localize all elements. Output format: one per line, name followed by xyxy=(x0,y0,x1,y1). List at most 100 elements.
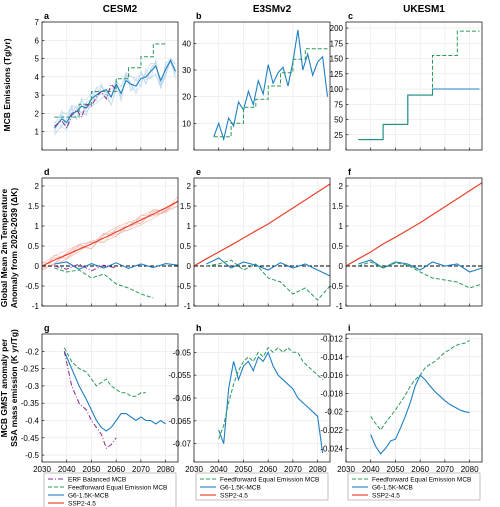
series-g6-g xyxy=(63,351,166,432)
axis-frame-b xyxy=(193,21,331,151)
row-ylabel-sensitivity: MCB GMST anomaly per SSA mass emission (… xyxy=(0,329,19,447)
legend-label: SSP2-4.5 xyxy=(68,500,96,507)
column-title-e3smv2: E3SMv2 xyxy=(253,4,292,15)
legend-label: SSP2-4.5 xyxy=(372,492,400,499)
y-tick-label: 200 xyxy=(330,24,344,33)
y-tick-label: 50 xyxy=(334,116,343,125)
y-tick-label: -0.2 xyxy=(25,347,39,356)
ensemble-member xyxy=(54,57,176,134)
panel-letter: f xyxy=(348,167,352,177)
y-tick-label: 2 xyxy=(339,182,344,191)
y-tick-label: -0.02 xyxy=(325,408,344,417)
panel-letter: e xyxy=(196,167,201,177)
series-ff-a xyxy=(54,43,166,118)
y-tick-label: 1 xyxy=(35,128,40,137)
row-ylabel-sensitivity-line2: SSA mass emission (K yr/Tg) xyxy=(9,329,19,447)
x-tick-label: 2060 xyxy=(107,465,125,474)
series-ff-b xyxy=(213,48,328,138)
grid-b xyxy=(193,22,330,150)
legend-label: Feedforward Equal Emission MCB xyxy=(68,484,167,491)
axis-frame-i xyxy=(345,333,483,463)
panel-letter: h xyxy=(196,323,202,333)
y-tick-label: 0 xyxy=(187,262,192,271)
series-ff-e xyxy=(206,259,331,301)
series-g6-f xyxy=(358,259,483,273)
series-ff-h xyxy=(218,346,323,440)
legend-frame xyxy=(347,472,481,501)
legend-label: SSP2-4.5 xyxy=(220,492,248,499)
x-tick-label: 2040 xyxy=(362,465,380,474)
x-tick-label: 2080 xyxy=(461,465,479,474)
row-ylabel-sensitivity-line1: MCB GMST anomaly per xyxy=(0,338,9,437)
x-tick-label: 2030 xyxy=(33,465,51,474)
series-ssp-e xyxy=(193,183,331,267)
panel-e: -1 -0.5 0 0.5 1 1.5 2e xyxy=(177,167,331,311)
y-tick-label: 175 xyxy=(330,39,344,48)
row-ylabel-temperature-line1: Global Mean 2m Temperature xyxy=(0,189,9,308)
series-g6-h xyxy=(218,350,324,453)
y-tick-label: -1 xyxy=(184,302,192,311)
panel-a: 1 2 3 4 5 6 7a xyxy=(35,11,179,151)
y-tick-label: 1 xyxy=(339,222,344,231)
grid-h xyxy=(193,334,330,462)
y-tick-label: 1 xyxy=(187,222,192,231)
grid-c xyxy=(345,22,482,150)
legend-2: Feedforward Equal Emission MCBG6-1.5K-MC… xyxy=(347,472,481,501)
y-tick-label: -0.07 xyxy=(173,440,192,449)
series-g6-a xyxy=(53,59,177,129)
series-ssp-d xyxy=(41,200,179,267)
panel-g: -0.5 -0.45 -0.4 -0.35 -0.3 -0.25 -0.2 2030 2040 2… xyxy=(21,323,179,474)
x-tick-label: 2070 xyxy=(436,465,454,474)
y-tick-label: -0.024 xyxy=(320,444,343,453)
y-tick-label: -0.4 xyxy=(25,416,39,425)
y-tick-label: -0.014 xyxy=(320,353,343,362)
panel-h: -0.07 -0.065 -0.06 -0.055 -0.05 2030 2040 2050 2… xyxy=(168,323,331,474)
y-tick-label: -0.016 xyxy=(320,371,343,380)
panel-letter: d xyxy=(44,167,50,177)
x-tick-label: 2080 xyxy=(309,465,327,474)
y-tick-label: -0.018 xyxy=(320,389,343,398)
column-title-ukesm1: UKESM1 xyxy=(403,4,445,15)
legend-1: Feedforward Equal Emission MCBG6-1.5K-MC… xyxy=(195,472,329,501)
grid-i xyxy=(345,334,482,462)
ensemble-member xyxy=(41,205,179,270)
y-tick-label: 10 xyxy=(182,119,191,128)
y-tick-label: -0.055 xyxy=(168,371,191,380)
x-tick-label: 2040 xyxy=(210,465,228,474)
y-tick-label: 100 xyxy=(330,85,344,94)
y-tick-label: 1.5 xyxy=(332,202,344,211)
y-tick-label: -0.05 xyxy=(173,348,192,357)
y-tick-label: 25 xyxy=(334,131,343,140)
panel-letter: c xyxy=(348,11,353,21)
x-tick-label: 2080 xyxy=(157,465,175,474)
grid-d xyxy=(41,178,178,307)
y-tick-label: 0.5 xyxy=(28,242,40,251)
y-tick-label: 150 xyxy=(330,55,344,64)
y-tick-label: -0.45 xyxy=(21,434,40,443)
x-tick-label: 2060 xyxy=(411,465,429,474)
panel-letter: a xyxy=(44,11,50,21)
y-tick-label: -0.5 xyxy=(177,282,191,291)
y-tick-label: 125 xyxy=(330,70,344,79)
series-erf-a xyxy=(54,83,117,130)
y-tick-label: 0 xyxy=(339,262,344,271)
y-tick-label: 2 xyxy=(35,109,40,118)
series-ssp-f xyxy=(345,182,483,267)
y-tick-label: 1 xyxy=(35,222,40,231)
y-tick-label: 2 xyxy=(35,182,40,191)
x-tick-label: 2030 xyxy=(185,465,203,474)
series-g6-d xyxy=(54,261,179,270)
y-tick-label: 1.5 xyxy=(180,202,192,211)
y-tick-label: -0.065 xyxy=(168,417,191,426)
y-tick-label: -0.5 xyxy=(25,451,39,460)
y-tick-label: 40 xyxy=(182,39,191,48)
y-tick-label: -0.35 xyxy=(21,399,40,408)
panel-letter: i xyxy=(348,323,351,333)
x-tick-label: 2050 xyxy=(235,465,253,474)
y-tick-label: 4 xyxy=(35,73,40,82)
y-tick-label: -0.25 xyxy=(21,365,40,374)
series-erf-d xyxy=(54,263,117,272)
series-g6-c xyxy=(358,88,480,141)
